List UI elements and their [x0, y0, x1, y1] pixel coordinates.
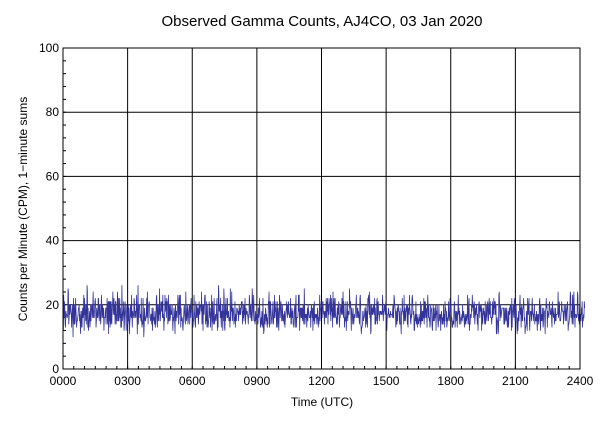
x-tick-label: 2100	[502, 374, 529, 388]
x-tick-label: 0900	[244, 374, 271, 388]
x-tick-label: 0600	[179, 374, 206, 388]
series-layer	[62, 285, 586, 338]
x-axis-label: Time (UTC)	[291, 395, 353, 409]
x-tick-labels: 0000 0300 0600 0900 1200 1500 1800 2100 2400	[50, 374, 594, 388]
y-tick-label: 60	[46, 169, 60, 183]
x-tick-label: 2400	[567, 374, 594, 388]
x-tick-label: 1500	[373, 374, 400, 388]
x-tick-label: 0000	[50, 374, 77, 388]
chart-title: Observed Gamma Counts, AJ4CO, 03 Jan 202…	[162, 13, 483, 30]
y-tick-label: 40	[46, 234, 60, 248]
x-tick-label: 1200	[308, 374, 335, 388]
y-axis-label: Counts per Minute (CPM), 1−minute sums	[16, 97, 30, 321]
plot-frame	[62, 47, 581, 370]
x-tick-label: 1800	[437, 374, 464, 388]
y-tick-label: 20	[46, 298, 60, 312]
y-tick-label: 80	[46, 105, 60, 119]
y-tick-label: 100	[39, 41, 59, 55]
y-tick-labels: 0 20 40 60 80 100	[39, 41, 59, 376]
y-tick-label: 0	[52, 362, 59, 376]
series-line-0	[62, 285, 586, 338]
x-tick-label: 0300	[114, 374, 141, 388]
